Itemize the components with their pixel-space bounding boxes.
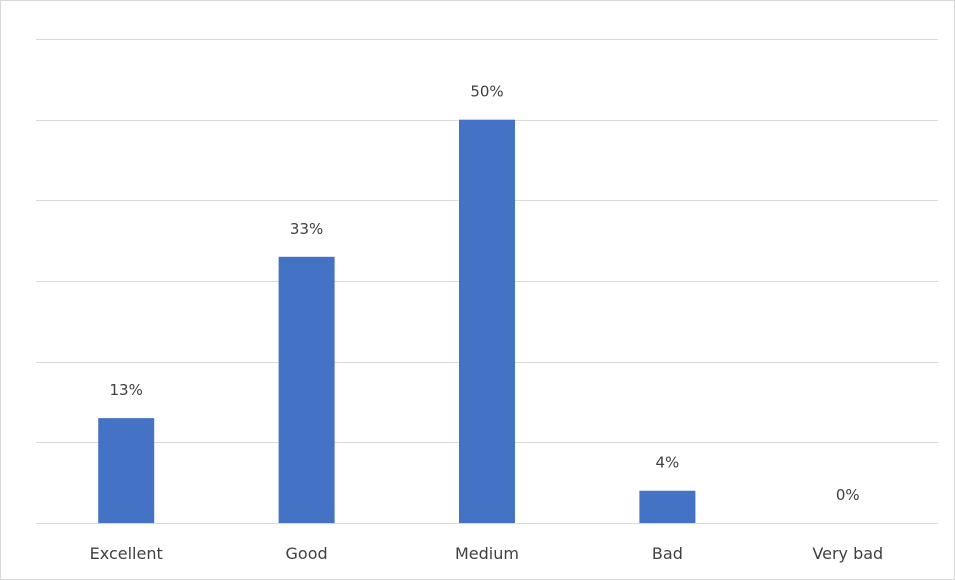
data-label-good: 33% bbox=[290, 220, 323, 238]
tick-label-excellent: Excellent bbox=[90, 544, 163, 563]
bar-excellent bbox=[98, 418, 155, 523]
data-label-excellent: 13% bbox=[110, 381, 143, 399]
data-label-very-bad: 0% bbox=[836, 486, 860, 504]
tick-label-medium: Medium bbox=[455, 544, 519, 563]
data-label-medium: 50% bbox=[470, 83, 503, 101]
bar-good bbox=[278, 256, 335, 523]
bar-bad bbox=[639, 490, 696, 523]
bar-medium bbox=[459, 119, 515, 524]
data-labels: 13% 33% 50% 4% 0% bbox=[110, 83, 860, 504]
bars bbox=[98, 119, 696, 524]
tick-label-bad: Bad bbox=[652, 544, 683, 563]
category-axis: Excellent Good Medium Bad Very bad bbox=[90, 544, 884, 563]
data-label-bad: 4% bbox=[656, 454, 680, 472]
tick-label-very-bad: Very bad bbox=[812, 544, 883, 563]
tick-label-good: Good bbox=[286, 544, 328, 563]
